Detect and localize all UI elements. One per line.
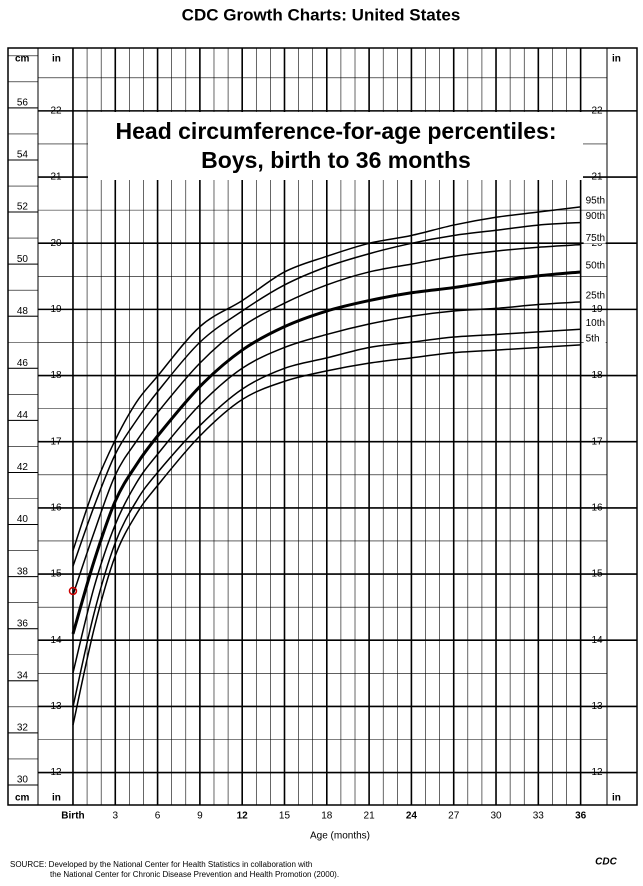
percentile-line xyxy=(71,270,581,635)
x-tick-label: 33 xyxy=(533,811,545,822)
y2-tick-label: 22 xyxy=(50,106,62,117)
y2-tick-label: 17 xyxy=(50,436,62,447)
y2-tick-label: 19 xyxy=(591,304,603,315)
y2-tick-label: 12 xyxy=(50,767,62,778)
series-label: 50th xyxy=(586,261,605,272)
percentile-line xyxy=(72,344,581,726)
unit-label: cm xyxy=(15,54,30,65)
y2-tick-label: 20 xyxy=(50,238,62,249)
series-label-bg xyxy=(583,211,606,222)
y-tick-label: 52 xyxy=(17,202,29,213)
y-tick-label: 36 xyxy=(17,618,29,629)
x-tick-label: 12 xyxy=(237,811,249,822)
source: the National Center for Chronic Disease … xyxy=(50,870,339,879)
x-tick-label: 18 xyxy=(321,811,333,822)
series-label: 75th xyxy=(586,233,605,244)
y2-tick-label: 15 xyxy=(50,569,62,580)
y2-tick-label: 18 xyxy=(50,370,62,381)
y2-tick-label: 15 xyxy=(591,569,603,580)
unit-label: in xyxy=(52,54,61,65)
y-tick-label: 38 xyxy=(17,566,29,577)
x-tick-label: 27 xyxy=(448,811,460,822)
frame xyxy=(7,47,638,806)
y2-tick-label: 13 xyxy=(50,701,62,712)
y-tick-label: 32 xyxy=(17,723,29,734)
percentile-line xyxy=(72,243,581,596)
y2-tick-label: 19 xyxy=(50,304,62,315)
y2-tick-label: 18 xyxy=(591,370,603,381)
y2-tick-label: 14 xyxy=(591,635,603,646)
title-box xyxy=(88,112,583,180)
series-label-bg xyxy=(583,195,606,206)
y-tick-label: 50 xyxy=(17,254,29,265)
percentile-line xyxy=(72,221,581,567)
y2-tick-label: 13 xyxy=(591,701,603,712)
x-tick-label: Birth xyxy=(61,811,84,822)
source: SOURCE: Developed by the National Center… xyxy=(10,860,312,869)
y-tick-label: 42 xyxy=(17,462,29,473)
percentile-line xyxy=(72,206,581,551)
unit-label: in xyxy=(612,793,621,804)
curves xyxy=(71,206,581,726)
chart-title: Boys, birth to 36 months xyxy=(201,147,471,173)
y2-tick-label: 14 xyxy=(50,635,62,646)
chart-title: Head circumference-for-age percentiles: xyxy=(116,118,557,144)
y2-tick-label: 21 xyxy=(591,172,603,183)
y-tick-label: 54 xyxy=(17,150,29,161)
y2-tick-label: 22 xyxy=(591,106,603,117)
y-tick-label: 40 xyxy=(17,514,29,525)
y2-tick-label: 17 xyxy=(591,436,603,447)
x-tick-label: 30 xyxy=(490,811,502,822)
series-label-bg xyxy=(583,260,606,271)
series-label-bg xyxy=(583,333,606,344)
x-tick-label: 24 xyxy=(406,811,418,822)
percentile-line xyxy=(72,301,581,674)
x-tick-label: 6 xyxy=(155,811,161,822)
unit-label: in xyxy=(612,54,621,65)
series-label-bg xyxy=(583,290,606,301)
percentile-line xyxy=(72,328,581,707)
series-label: 90th xyxy=(586,211,605,222)
x-tick-label: 15 xyxy=(279,811,291,822)
series-label: 25th xyxy=(586,291,605,302)
series-label-bg xyxy=(583,318,606,329)
y-tick-label: 46 xyxy=(17,358,29,369)
series-label-bg xyxy=(583,233,606,244)
x-axis-label: Age (months) xyxy=(310,831,370,842)
y2-tick-label: 21 xyxy=(50,172,62,183)
unit-label: cm xyxy=(15,793,30,804)
series-label: 95th xyxy=(586,195,605,206)
unit-label: in xyxy=(52,793,61,804)
y-tick-label: 34 xyxy=(17,670,29,681)
measurement-point xyxy=(68,586,78,596)
x-tick-label: 36 xyxy=(575,811,587,822)
series-label: 10th xyxy=(586,318,605,329)
y-tick-label: 48 xyxy=(17,306,29,317)
page-title: CDC Growth Charts: United States xyxy=(182,5,461,24)
x-tick-label: 3 xyxy=(112,811,118,822)
y2-tick-label: 12 xyxy=(591,767,603,778)
y-tick-label: 56 xyxy=(17,98,29,109)
y-tick-label: 30 xyxy=(17,775,29,786)
y2-tick-label: 16 xyxy=(50,503,62,514)
x-tick-label: 21 xyxy=(364,811,376,822)
y2-tick-label: 16 xyxy=(591,503,603,514)
logo: CDC xyxy=(595,857,617,868)
series-label: 5th xyxy=(586,334,600,345)
x-tick-label: 9 xyxy=(197,811,203,822)
y-tick-label: 44 xyxy=(17,410,29,421)
